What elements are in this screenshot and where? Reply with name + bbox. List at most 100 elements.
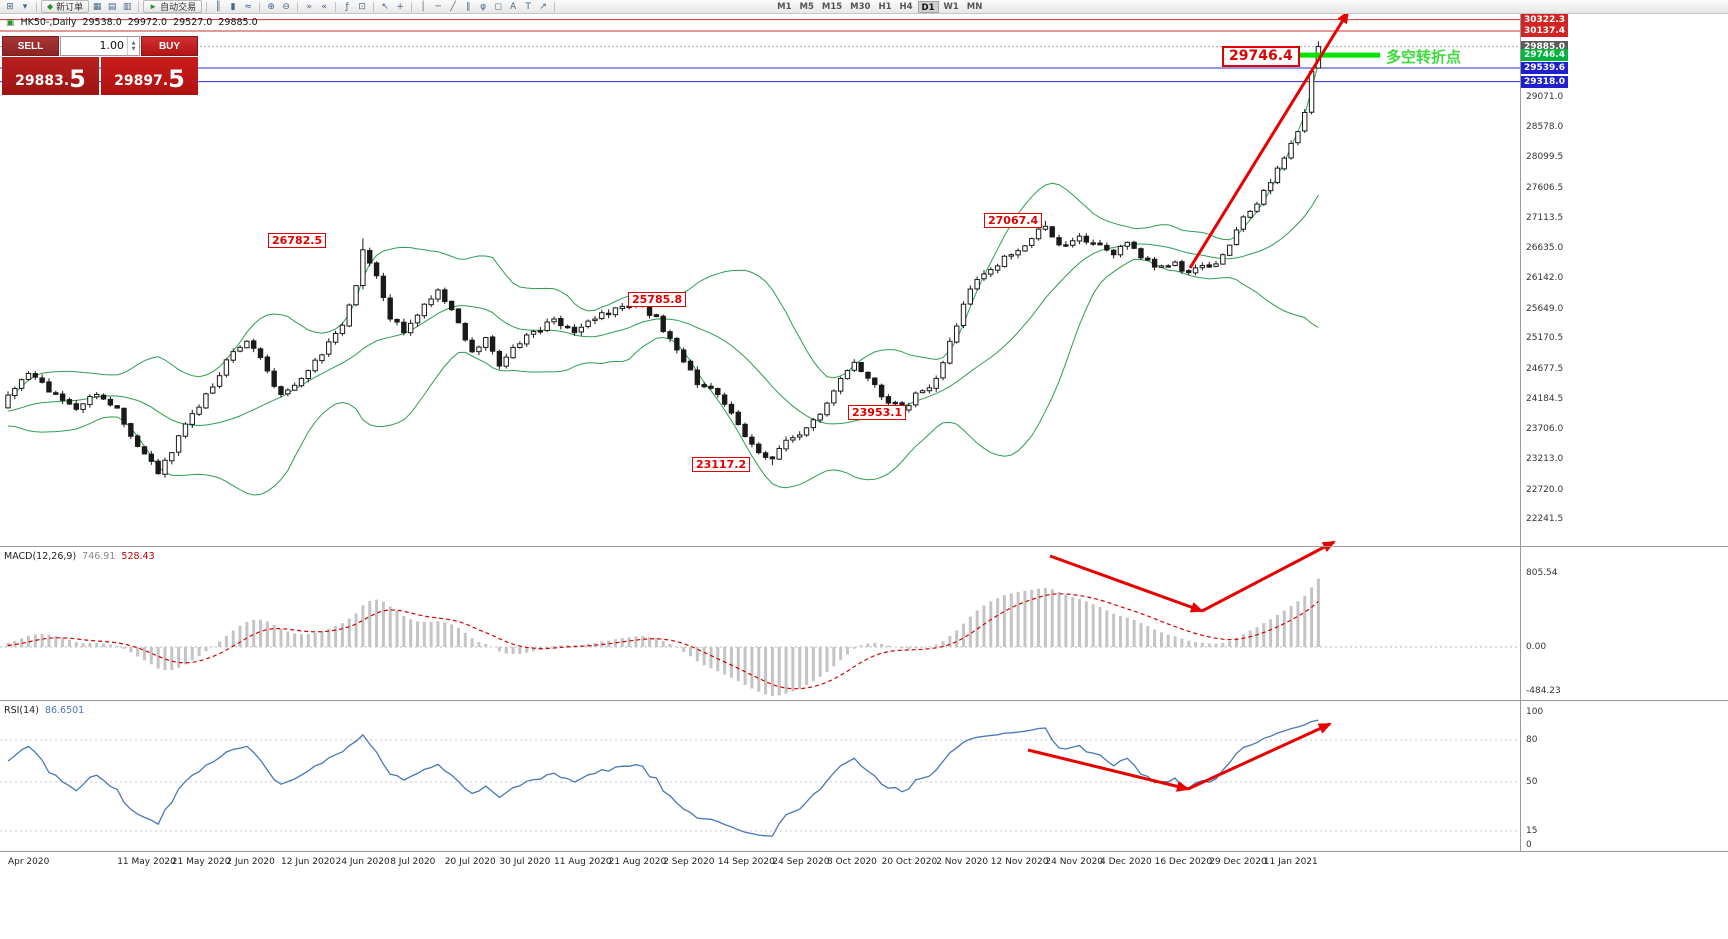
candle-body xyxy=(421,303,428,317)
candle-body xyxy=(32,373,38,378)
trend-arrow[interactable] xyxy=(1049,554,1204,613)
candle-body xyxy=(435,289,441,300)
timeframe-m5[interactable]: M5 xyxy=(799,1,814,12)
arrows-icon[interactable]: ↗ xyxy=(539,1,547,12)
candle-body xyxy=(244,340,250,349)
timeframe-m15[interactable]: M15 xyxy=(821,1,843,12)
price-label-annotation[interactable]: 25785.8 xyxy=(628,292,687,307)
volume-stepper[interactable]: 1.00 ▲ ▼ xyxy=(60,36,140,56)
volume-down-icon[interactable]: ▼ xyxy=(131,46,136,52)
trend-arrow[interactable] xyxy=(1187,722,1332,791)
candle-body xyxy=(1165,265,1171,268)
timeframe-d1[interactable]: D1 xyxy=(917,0,939,13)
price-label-annotation[interactable]: 23953.1 xyxy=(848,405,907,420)
price-label-annotation[interactable]: 23117.2 xyxy=(692,457,751,472)
chart-shift-icon[interactable]: « xyxy=(321,1,327,12)
candle-body xyxy=(237,346,243,352)
candle-body xyxy=(974,278,980,290)
price-label-annotation[interactable]: 27067.4 xyxy=(984,213,1043,228)
candle-body xyxy=(25,372,32,380)
zoom-out-icon[interactable]: ⊖ xyxy=(282,1,290,12)
market-watch-icon[interactable]: ▦ xyxy=(92,1,102,12)
algo-trading-button[interactable]: ► 自动交易 xyxy=(143,0,203,13)
candle-body xyxy=(483,337,489,348)
price-axis-tag: 29746.4 xyxy=(1521,49,1568,62)
line-chart-icon[interactable]: ≈ xyxy=(244,1,252,12)
buy-price-main: 29897. xyxy=(114,73,169,89)
candle-body xyxy=(571,326,578,334)
navigator-icon[interactable]: ▥ xyxy=(122,1,132,12)
timeframe-m30[interactable]: M30 xyxy=(850,1,871,12)
vertical-line-icon[interactable]: │ xyxy=(420,1,426,12)
candle-body xyxy=(428,298,434,306)
candle-body xyxy=(1199,264,1206,269)
macd-panel xyxy=(0,578,1520,696)
channel-icon[interactable]: ∥ xyxy=(465,1,471,12)
timeframe-h1[interactable]: H1 xyxy=(878,1,892,12)
sell-button[interactable]: SELL xyxy=(2,36,59,56)
trend-arrow[interactable] xyxy=(1027,748,1190,792)
timeframe-m1[interactable]: M1 xyxy=(777,1,792,12)
trend-arrow[interactable] xyxy=(1188,10,1350,269)
candle-body xyxy=(1022,245,1028,252)
shapes-icon[interactable]: ◻ xyxy=(494,1,502,12)
price-axis-tick: 24677.5 xyxy=(1526,363,1564,374)
timeframe-w1[interactable]: W1 xyxy=(943,1,959,12)
candle-body xyxy=(353,285,359,306)
turning-point-label[interactable]: 多空转折点 xyxy=(1386,48,1462,67)
candle-body xyxy=(196,406,202,415)
candle-body xyxy=(715,387,721,395)
horizontal-line-icon[interactable]: ─ xyxy=(435,1,441,12)
candle-body xyxy=(605,312,612,316)
cursor-icon[interactable]: ↖ xyxy=(381,1,389,12)
text-icon[interactable]: A xyxy=(510,1,517,12)
timeframe-mn[interactable]: MN xyxy=(966,1,983,12)
candle-body xyxy=(189,413,195,425)
candle-body xyxy=(865,371,871,379)
sell-price[interactable]: 29883. 5 xyxy=(2,57,99,95)
ohlc-high: 29972.0 xyxy=(127,17,168,28)
objects-list-icon[interactable]: ⊡ xyxy=(358,1,366,12)
candle-body xyxy=(1220,254,1226,265)
auto-scroll-icon[interactable]: » xyxy=(306,1,312,12)
buy-button[interactable]: BUY xyxy=(141,36,198,56)
volume-spin-buttons[interactable]: ▲ ▼ xyxy=(127,37,139,55)
chart-list-icon[interactable]: ▾ xyxy=(22,1,28,12)
price-label-annotation[interactable]: 29746.4 xyxy=(1222,46,1300,67)
panel-separator[interactable] xyxy=(0,700,1728,701)
panel-separator[interactable] xyxy=(0,546,1728,547)
time-axis-label: Apr 2020 xyxy=(8,857,50,867)
data-window-icon[interactable]: ▤ xyxy=(107,1,117,12)
indicators-icon[interactable]: ƒ xyxy=(345,1,349,12)
candle-body xyxy=(387,297,393,320)
candlestick-chart-icon[interactable]: ▮ xyxy=(230,1,236,12)
trendline-icon[interactable]: ╱ xyxy=(450,1,456,12)
fibonacci-icon[interactable]: φ xyxy=(480,1,487,12)
price-axis-border xyxy=(1520,14,1521,852)
time-axis-label: 11 May 2020 xyxy=(117,857,176,867)
new-chart-icon[interactable]: ⊞ xyxy=(6,1,14,12)
timeframe-h4[interactable]: H4 xyxy=(899,1,913,12)
label-icon[interactable]: T xyxy=(525,1,531,12)
trend-arrow[interactable] xyxy=(1201,540,1336,613)
price-label-annotation[interactable]: 26782.5 xyxy=(268,233,327,248)
buy-price[interactable]: 29897. 5 xyxy=(101,57,198,95)
candle-body xyxy=(599,312,605,320)
candle-body xyxy=(926,387,933,392)
candle-body xyxy=(1049,226,1055,238)
candle-body xyxy=(128,423,134,437)
volume-up-icon[interactable]: ▲ xyxy=(131,40,136,46)
toolbar: ⊞ ▾ ◆ 新订单 ▦ ▤ ▥ ► 自动交易 ║ ▮ ≈ ⊕ ⊖ » « ƒ ⊡ ↖ + │ ─ ╱ ∥ φ ◻ A T ↗ M1 M5 M1… xyxy=(0,0,1728,14)
new-order-button[interactable]: ◆ 新订单 xyxy=(41,0,90,13)
rsi-axis-label: 0 xyxy=(1526,840,1532,850)
candle-body xyxy=(844,370,851,380)
candle-body xyxy=(455,308,462,324)
time-axis-label: 14 Sep 2020 xyxy=(717,857,775,867)
crosshair-icon[interactable]: + xyxy=(396,1,404,12)
zoom-in-icon[interactable]: ⊕ xyxy=(267,1,275,12)
volume-value[interactable]: 1.00 xyxy=(99,39,125,52)
panel-separator[interactable] xyxy=(0,851,1728,852)
candle-body xyxy=(1240,216,1247,230)
bar-chart-icon[interactable]: ║ xyxy=(215,1,221,12)
